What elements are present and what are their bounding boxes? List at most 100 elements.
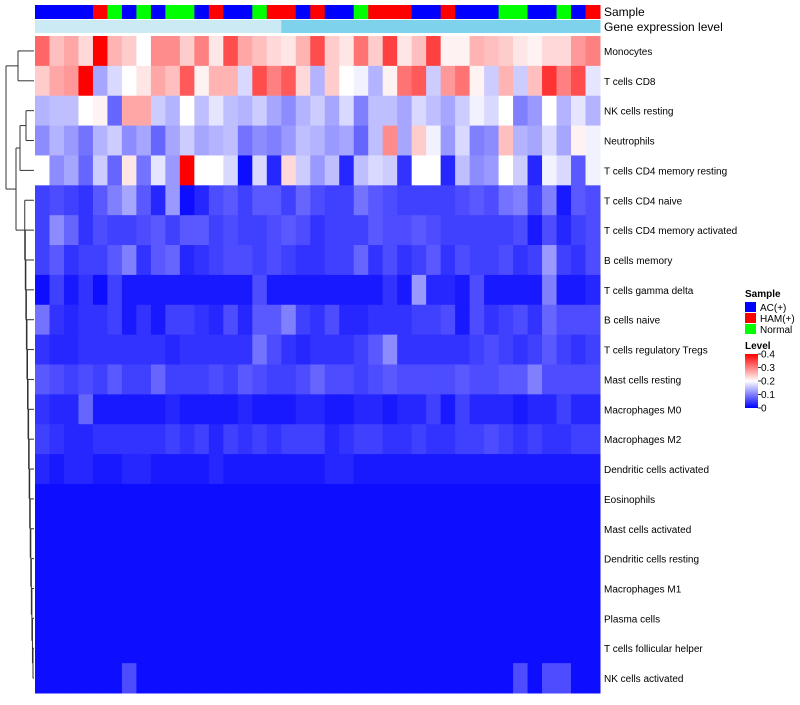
heatmap-cell [411,155,427,186]
heatmap-cell [165,603,181,634]
heatmap-cell [35,573,50,604]
heatmap-cell [411,36,427,67]
heatmap-cell [252,603,268,634]
heatmap-cell [368,185,384,216]
heatmap-cell [368,334,384,365]
heatmap-cell [382,334,398,365]
heatmap-cell [426,663,442,694]
heatmap-cell [165,274,181,306]
heatmap-cell [455,364,471,395]
heatmap-cell [295,245,311,276]
heatmap-cell [397,185,413,216]
heatmap-cell [310,65,326,97]
sample-annotation-cell [63,5,79,19]
heatmap-cell [411,95,427,127]
heatmap-cell [252,304,268,336]
heatmap-cell [484,603,500,634]
heatmap-cell [92,663,108,694]
heatmap-cell [455,573,471,604]
heatmap-cell [179,304,195,336]
heatmap-cell [542,185,558,216]
heatmap-cell [339,36,355,67]
heatmap-cell [324,573,340,604]
heatmap-cell [513,633,529,664]
sample-annotation-cell [527,5,543,19]
heatmap-cell [455,95,471,127]
heatmap-cell [237,394,253,425]
heatmap-cell [397,394,413,425]
heatmap-cell [571,364,587,395]
heatmap-cell [542,454,558,485]
heatmap-cell [513,215,529,246]
heatmap-cell [252,543,268,575]
heatmap-cell [310,513,326,545]
heatmap-cell [237,185,253,216]
gene-expression-annotation-cell [484,20,500,33]
heatmap-cell [223,125,239,156]
heatmap-cell [527,215,543,246]
sample-annotation-cell [107,5,123,19]
heatmap-cell [513,663,529,694]
heatmap-cell [208,573,224,604]
heatmap-cell [411,573,427,604]
heatmap-cell [498,603,514,634]
heatmap-cell [498,155,514,186]
heatmap-cell [498,543,514,575]
heatmap-cell [78,215,94,246]
gene-expression-annotation-cell [107,20,123,33]
heatmap-cell [484,125,500,156]
heatmap-cell [179,155,195,186]
heatmap-cell [121,543,137,575]
heatmap-cell [469,424,485,455]
heatmap-cell [368,304,384,336]
heatmap-cell [498,454,514,485]
gene-expression-annotation-cell [223,20,239,33]
heatmap-cell [223,454,239,485]
heatmap-cell [397,36,413,67]
heatmap-cell [63,633,79,664]
heatmap-cell [527,125,543,156]
heatmap-cell [469,483,485,515]
heatmap-cell [252,454,268,485]
heatmap-cell [324,543,340,575]
heatmap-cell [440,663,456,694]
heatmap-cell [426,304,442,336]
heatmap-cell [92,573,108,604]
heatmap-cell [223,543,239,575]
heatmap-cell [585,274,601,306]
heatmap-cell [194,543,210,575]
heatmap-cell [63,394,79,425]
heatmap-cell [237,125,253,156]
heatmap-cell [440,633,456,664]
heatmap-cell [208,274,224,306]
heatmap-cell [585,334,601,365]
heatmap-cell [324,245,340,276]
heatmap-cell [165,663,181,694]
heatmap-cell [484,274,500,306]
heatmap-cell [252,36,268,67]
heatmap-cell [208,483,224,515]
heatmap-cell [78,633,94,664]
sample-annotation-cell [556,5,572,19]
heatmap-cell [339,274,355,306]
legend-sample-label: AC(+) [760,303,786,314]
heatmap-cell [513,394,529,425]
heatmap-cell [426,513,442,545]
heatmap-cell [237,633,253,664]
heatmap-cell [484,334,500,365]
heatmap-cell [92,185,108,216]
heatmap-cell [63,543,79,575]
heatmap-cell [527,36,543,67]
heatmap-cell [281,513,297,545]
heatmap-cell [266,245,282,276]
heatmap-cell [527,513,543,545]
heatmap-cell [513,274,529,306]
heatmap-cell [92,394,108,425]
heatmap-cell [556,603,572,634]
heatmap-cell [556,185,572,216]
heatmap-cell [165,304,181,336]
heatmap-cell [35,245,50,276]
heatmap-cell [281,663,297,694]
gene-expression-annotation-cell [440,20,456,33]
